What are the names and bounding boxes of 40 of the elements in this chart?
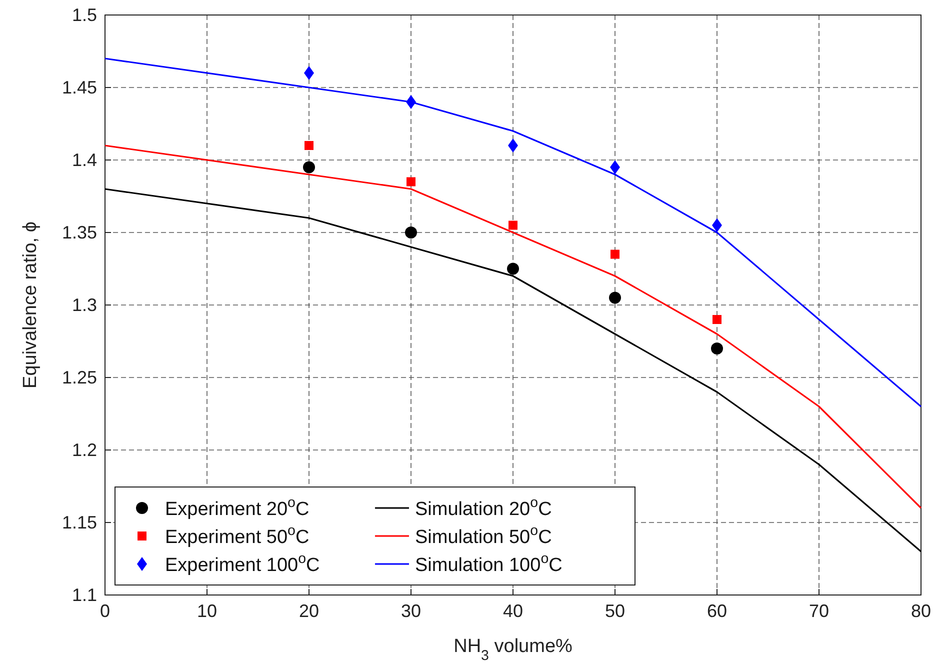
point <box>405 226 417 238</box>
x-tick-label: 60 <box>706 601 728 621</box>
x-tick-label: 10 <box>196 601 218 621</box>
legend-label: Simulation 100$^{o}$C <box>415 551 562 576</box>
legend-label: Simulation 50$^{o}$C <box>415 523 552 548</box>
legend-label: Experiment 20$^{o}$C <box>165 495 310 520</box>
x-tick-label: 30 <box>400 601 422 621</box>
point <box>303 161 315 174</box>
legend-label: Experiment 50$^{o}$C <box>165 523 310 548</box>
x-tick-label: 50 <box>604 601 626 621</box>
legend-label: Experiment 100$^{o}$C <box>165 551 320 576</box>
y-tick-label: 1.15 <box>62 512 97 532</box>
legend-label: Simulation 20$^{o}$C <box>415 495 552 520</box>
point <box>711 342 723 354</box>
y-axis-title: Equivalence ratio, ϕ <box>20 222 41 388</box>
x-tick-label: 70 <box>808 601 830 621</box>
point <box>508 138 518 152</box>
point <box>508 220 518 230</box>
x-tick-label: 20 <box>298 601 320 621</box>
point <box>304 66 314 80</box>
line-series <box>104 188 922 552</box>
point <box>610 250 620 259</box>
y-tick-label: 1.2 <box>72 440 97 460</box>
x-tick-label: 0 <box>100 601 110 621</box>
y-tick-label: 1.4 <box>72 150 97 170</box>
point <box>304 141 314 150</box>
y-tick-label: 1.25 <box>62 368 97 388</box>
x-tick-label: 80 <box>910 601 932 621</box>
y-tick-label: 1.45 <box>62 78 97 98</box>
y-tick-label: 1.5 <box>72 5 97 25</box>
x-tick-label: 40 <box>502 601 524 621</box>
point <box>712 315 722 324</box>
x-axis-title: NH$_{3}$ volume% <box>454 636 573 664</box>
y-tick-label: 1.3 <box>72 295 97 315</box>
line-series <box>104 58 922 408</box>
point <box>609 292 621 304</box>
y-tick-label: 1.1 <box>72 585 97 605</box>
point <box>507 262 519 275</box>
point <box>406 177 416 186</box>
y-tick-label: 1.35 <box>62 222 97 242</box>
